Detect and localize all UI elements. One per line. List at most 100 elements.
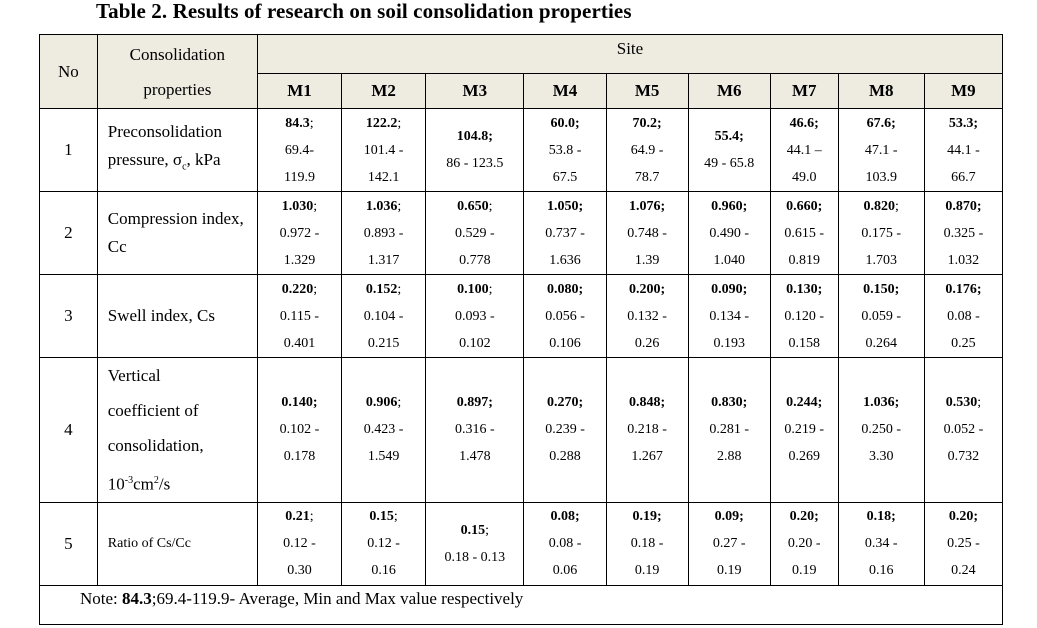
unit-exponent-2: 2 — [153, 475, 159, 486]
min-max-range: 64.9 -78.7 — [630, 142, 664, 185]
value-cell-m2: 1.036; 0.893 -1.317 — [341, 191, 427, 275]
average-number: 0.20; — [948, 509, 978, 525]
separator: ; — [397, 198, 402, 214]
min-max-range: 0.893 -1.317 — [363, 225, 404, 268]
min-max-range: 0.316 -1.478 — [454, 422, 495, 465]
average-value: 0.100; — [426, 276, 523, 303]
value-cell-m6: 0.09; 0.27 -0.19 — [687, 501, 771, 586]
value-cell-m8: 0.18; 0.34 -0.16 — [837, 501, 925, 586]
average-value: 0.660; — [771, 193, 838, 220]
average-number: 0.848; — [629, 395, 666, 411]
average-value: 60.0; — [524, 110, 605, 137]
average-value: 0.080; — [524, 276, 605, 303]
row-number: 3 — [39, 274, 98, 358]
average-value: 1.050; — [524, 193, 605, 220]
property-unit: , kPa — [186, 150, 221, 170]
header-site-m2: M2 — [341, 73, 427, 109]
value-cell-m2: 0.906; 0.423 -1.549 — [341, 357, 427, 503]
average-number: 0.906 — [365, 395, 398, 411]
min-max-range: 0.134 -0.193 — [709, 308, 750, 351]
min-max-range: 101.4 -142.1 — [363, 142, 404, 185]
average-number: 0.176; — [945, 281, 982, 297]
value-cell-m5: 0.200; 0.132 -0.26 — [605, 274, 689, 358]
value-cell-m6: 55.4; 49 - 65.8 — [687, 108, 771, 192]
min-max-range: 69.4- 119.9 — [283, 142, 315, 185]
table-note: Note: 84.3;69.4-119.9- Average, Min and … — [39, 584, 1003, 625]
separator: ; — [397, 281, 402, 297]
average-value: 122.2; — [342, 110, 425, 137]
unit-per-second: /s — [158, 474, 171, 494]
min-max-range: 44.1 –49.0 — [786, 142, 822, 185]
average-number: 0.15 — [369, 509, 394, 525]
min-max-range: 0.120 -0.158 — [784, 308, 825, 351]
separator: ; — [397, 395, 402, 411]
average-number: 104.8; — [456, 129, 493, 144]
min-max-range: 0.281 -2.88 — [709, 422, 750, 465]
min-max-range: 47.1 -103.9 — [864, 142, 898, 185]
average-number: 1.050; — [546, 198, 584, 214]
value-cell-m4: 1.050; 0.737 -1.636 — [523, 191, 607, 275]
average-value: 84.3; — [258, 110, 341, 137]
header-site: Site — [256, 34, 1004, 74]
min-max-range: 0.25 -0.24 — [947, 536, 980, 579]
min-max-range: 53.8 -67.5 — [548, 142, 582, 185]
property-text: Preconsolidation pressure, σ — [107, 122, 223, 170]
value-cell-m7: 0.130; 0.120 -0.158 — [769, 274, 839, 358]
header-site-m3: M3 — [425, 73, 525, 109]
average-number: 0.150; — [863, 281, 900, 297]
property-name: Preconsolidation pressure, σc, kPa — [96, 108, 258, 192]
average-number: 0.20; — [789, 509, 819, 525]
average-number: 1.076; — [629, 198, 666, 214]
row-number: 2 — [39, 191, 98, 275]
min-max-range: 0.423 -1.549 — [363, 422, 404, 465]
min-max-range: 0.325 -1.032 — [943, 225, 984, 268]
value-cell-m7: 0.660; 0.615 -0.819 — [769, 191, 839, 275]
separator: ; — [397, 115, 402, 131]
min-max-range: 0.737 -1.636 — [545, 225, 585, 268]
average-value: 0.20; — [771, 503, 838, 530]
average-number: 0.08; — [550, 509, 580, 525]
average-number: 0.090; — [711, 281, 748, 297]
average-number: 0.15 — [460, 522, 486, 538]
value-cell-m8: 1.036; 0.250 -3.30 — [837, 357, 925, 503]
value-cell-m1: 84.3; 69.4- 119.9 — [256, 108, 343, 192]
average-number: 55.4; — [714, 129, 744, 144]
average-number: 0.100 — [457, 281, 489, 297]
average-value: 0.820; — [839, 193, 924, 220]
property-line: coefficient of — [107, 401, 199, 420]
value-cell-m9: 0.20; 0.25 -0.24 — [923, 501, 1004, 586]
average-value: 70.2; — [607, 110, 688, 137]
min-max-range: 0.115 -0.401 — [279, 308, 320, 351]
consolidation-table: No Consolidation properties Site M1 M2 M… — [39, 34, 1004, 625]
value-cell-m9: 0.870; 0.325 -1.032 — [923, 191, 1004, 275]
note-example-average: 84.3 — [122, 588, 152, 608]
min-max-range: 0.250 -3.30 — [861, 422, 902, 465]
average-value: 1.076; — [607, 193, 688, 220]
average-number: 0.19; — [632, 509, 662, 525]
separator: ; — [393, 509, 398, 525]
table-row: 1 Preconsolidation pressure, σc, kPa 84.… — [39, 108, 1004, 192]
header-site-m4: M4 — [523, 73, 607, 109]
average-value: 46.6; — [771, 110, 838, 137]
min-max-range: 86 - 123.5 — [446, 156, 504, 171]
min-max-range: 0.34 -0.16 — [864, 536, 898, 579]
average-value: 0.650; — [426, 193, 523, 220]
min-max-range: 0.490 -1.040 — [709, 225, 750, 268]
average-value: 0.200; — [607, 276, 688, 303]
value-cell-m6: 0.090; 0.134 -0.193 — [687, 274, 771, 358]
average-number: 1.036; — [863, 395, 900, 411]
value-cell-m1: 1.030; 0.972 -1.329 — [256, 191, 343, 275]
min-max-range: 0.132 -0.26 — [627, 308, 667, 351]
property-name: Compression index, Cc — [96, 191, 258, 275]
header-property: Consolidation properties — [96, 34, 258, 109]
separator: ; — [488, 198, 493, 214]
separator: ; — [313, 198, 318, 214]
average-number: 0.152 — [365, 281, 398, 297]
average-value: 0.19; — [607, 503, 688, 530]
min-max-range: 0.102 -0.178 — [279, 422, 320, 465]
separator: ; — [488, 281, 493, 297]
value-cell-m4: 60.0; 53.8 -67.5 — [523, 108, 607, 192]
unit-cm: cm — [133, 474, 154, 494]
note-row: Note: 84.3;69.4-119.9- Average, Min and … — [39, 584, 1003, 625]
value-cell-m5: 0.19; 0.18 -0.19 — [605, 501, 689, 586]
